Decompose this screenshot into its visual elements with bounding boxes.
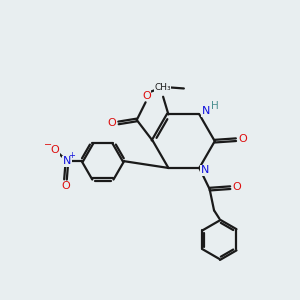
Text: O: O [238,134,247,144]
Text: O: O [232,182,242,192]
Text: O: O [142,91,151,100]
Text: +: + [68,151,75,160]
Text: O: O [50,145,59,155]
Text: −: − [44,140,52,150]
Text: CH₃: CH₃ [154,83,171,92]
Text: N: N [202,106,210,116]
Text: N: N [201,165,209,175]
Text: O: O [107,118,116,128]
Text: O: O [61,181,70,191]
Text: H: H [211,101,218,111]
Text: N: N [63,156,71,166]
